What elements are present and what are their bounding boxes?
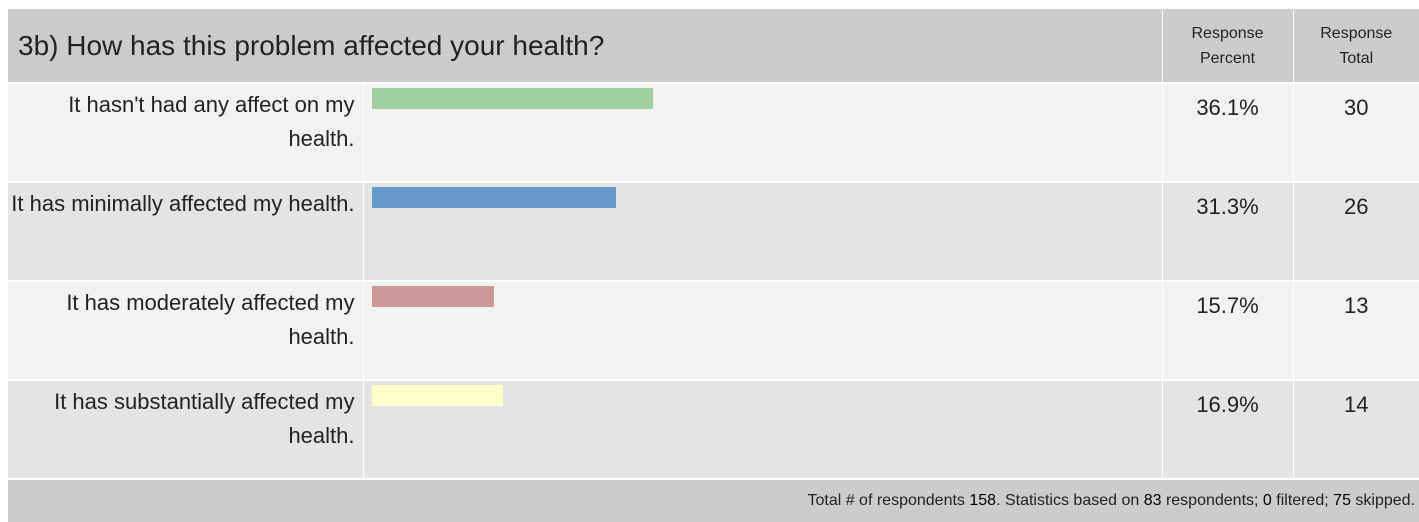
response-bar bbox=[371, 88, 654, 109]
respondents-count: 158 bbox=[969, 492, 997, 509]
footer-text: skipped. bbox=[1350, 492, 1416, 509]
survey-question-table: 3b) How has this problem affected your h… bbox=[8, 9, 1419, 522]
header-row: 3b) How has this problem affected your h… bbox=[8, 9, 1419, 83]
bar-cell bbox=[362, 83, 1163, 182]
footer-summary: Total # of respondents 158. Statistics b… bbox=[8, 478, 1419, 522]
answer-label: It has minimally affected my health. bbox=[8, 182, 363, 281]
response-percent: 15.7% bbox=[1161, 281, 1294, 380]
bar-cell bbox=[362, 281, 1163, 380]
answer-row: It hasn't had any affect on my health. 36… bbox=[8, 83, 1419, 182]
question-title: 3b) How has this problem affected your h… bbox=[8, 9, 1163, 83]
response-bar bbox=[371, 187, 616, 208]
bar-cell bbox=[362, 182, 1163, 281]
response-percent: 36.1% bbox=[1161, 83, 1294, 182]
bar-cell bbox=[362, 380, 1163, 479]
response-percent: 31.3% bbox=[1161, 182, 1294, 281]
footer-text: respondents; bbox=[1161, 492, 1263, 509]
answer-row: It has substantially affected my health.… bbox=[8, 380, 1419, 479]
response-percent-header: Response Percent bbox=[1161, 9, 1294, 83]
response-bar bbox=[371, 286, 494, 307]
footer-text: filtered; bbox=[1271, 492, 1334, 509]
answer-label: It hasn't had any affect on my health. bbox=[8, 83, 363, 182]
response-total: 13 bbox=[1292, 281, 1419, 380]
answer-row: It has moderately affected my health. 15.… bbox=[8, 281, 1419, 380]
answer-label: It has moderately affected my health. bbox=[8, 281, 363, 380]
response-bar bbox=[371, 385, 504, 406]
response-total-header: Response Total bbox=[1292, 9, 1419, 83]
response-total: 14 bbox=[1292, 380, 1419, 479]
response-total: 30 bbox=[1292, 83, 1419, 182]
based-on-count: 83 bbox=[1143, 492, 1162, 509]
skipped-count: 75 bbox=[1333, 492, 1351, 509]
response-total: 26 bbox=[1292, 182, 1419, 281]
answer-label: It has substantially affected my health. bbox=[8, 380, 363, 479]
filtered-count: 0 bbox=[1262, 492, 1272, 509]
footer-text: . Statistics based on bbox=[996, 492, 1144, 509]
footer-row: Total # of respondents 158. Statistics b… bbox=[8, 478, 1419, 522]
answer-row: It has minimally affected my health. 31.3… bbox=[8, 182, 1419, 281]
footer-text: Total # of respondents bbox=[807, 492, 970, 509]
response-percent: 16.9% bbox=[1161, 380, 1294, 479]
